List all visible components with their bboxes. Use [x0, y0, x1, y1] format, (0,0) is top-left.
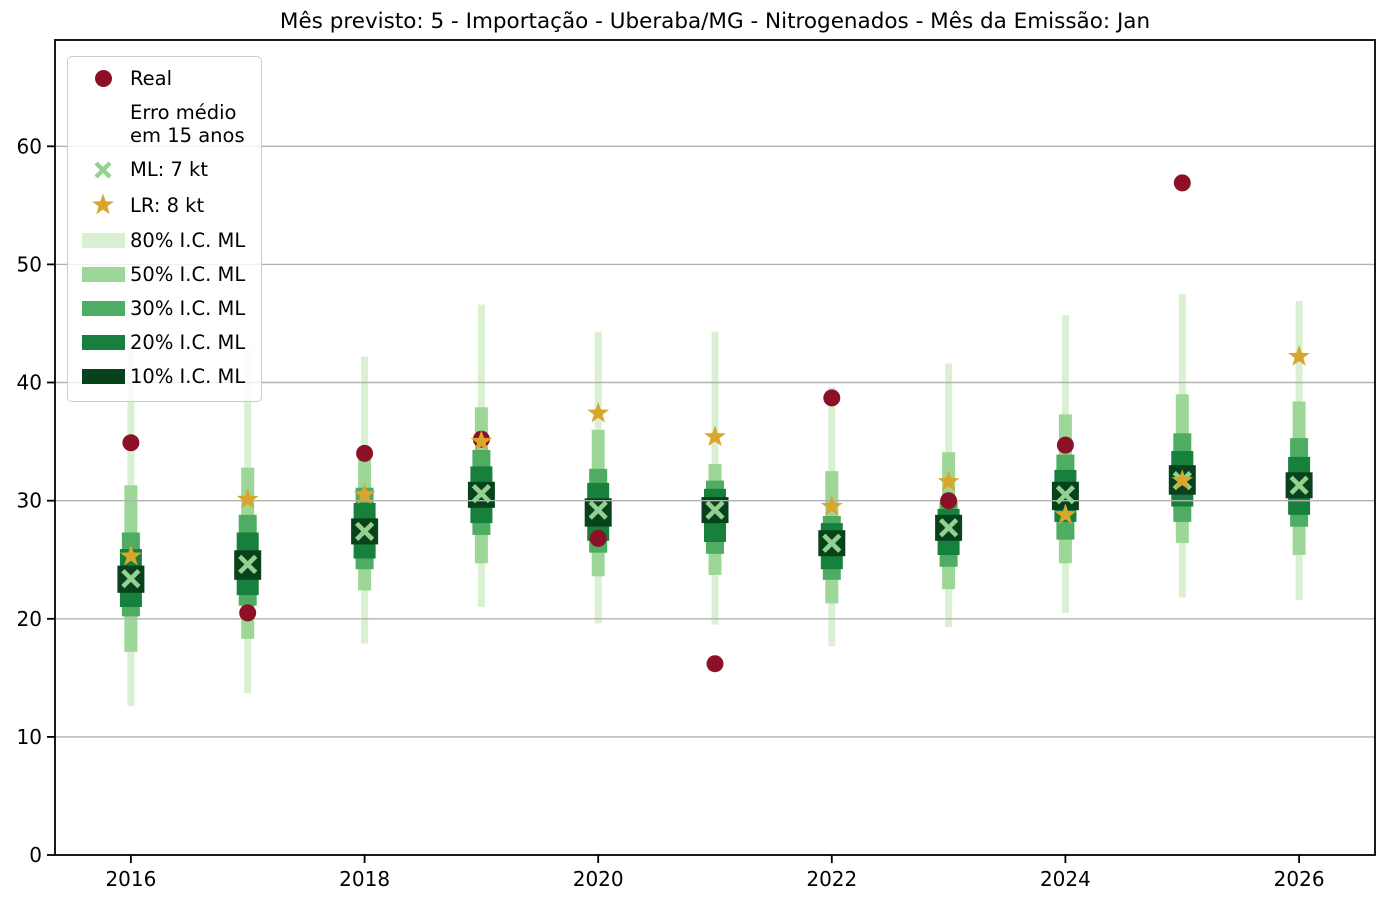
ml-x-marker [588, 500, 608, 520]
ml-x-marker [1055, 485, 1076, 505]
legend-ci-swatch [76, 335, 130, 350]
legend-lr-star-icon [76, 192, 130, 218]
legend-item: 10% I.C. ML [76, 365, 245, 388]
y-axis: 0 10 20 30 40 50 60 [17, 134, 55, 867]
y-tick-label: 0 [29, 843, 42, 867]
lr-star-marker [1288, 345, 1311, 366]
real-dot [122, 434, 140, 452]
legend-item: 20% I.C. ML [76, 331, 245, 354]
legend-item: LR: 8 kt [76, 192, 245, 218]
x-marker-icon [94, 160, 112, 179]
legend-item-label: 80% I.C. ML [130, 229, 246, 252]
lr-star-marker [820, 495, 843, 516]
lr-star-marker [1171, 469, 1194, 490]
lr-star-marker [470, 430, 493, 451]
plot-border [54, 39, 1376, 856]
x-tick-label: 2018 [339, 867, 390, 891]
ci-swatch-icon [81, 369, 125, 384]
x-tick-label: 2022 [806, 867, 857, 891]
ci-swatch-icon [81, 233, 125, 248]
lr-star-marker [704, 425, 726, 447]
real-dot [706, 655, 724, 673]
ci-swatch-icon [81, 267, 125, 282]
real-dot [1056, 436, 1074, 454]
legend-item-label: 50% I.C. ML [130, 263, 246, 286]
real-dot [823, 389, 841, 407]
real-dot [1173, 174, 1191, 192]
real-dot [589, 529, 607, 547]
x-axis: 2016 2018 2020 2022 2024 2026 [105, 855, 1325, 891]
legend-item: Erro médio em 15 anos [76, 101, 245, 147]
ml-x-marker [1289, 475, 1309, 495]
legend-item: ML: 7 kt [76, 158, 245, 181]
lr-star-marker [353, 483, 376, 505]
y-tick-label: 60 [17, 134, 42, 158]
chart-title: Mês previsto: 5 - Importação - Uberaba/M… [279, 9, 1151, 34]
legend-item: 80% I.C. ML [76, 229, 245, 252]
legend-ci-swatch [76, 301, 130, 316]
gridlines [55, 145, 1375, 738]
x-tick-label: 2026 [1274, 867, 1325, 891]
ci-swatch-icon [81, 301, 125, 316]
real-dot [239, 604, 257, 622]
legend-ci-swatch [76, 233, 130, 248]
real-dot [940, 492, 958, 510]
legend-item-label: Erro médio em 15 anos [130, 101, 245, 147]
real-dot-icon [94, 70, 112, 87]
legend-ci-swatch [76, 369, 130, 384]
star-marker-icon [92, 193, 114, 215]
y-tick-label: 30 [17, 489, 42, 513]
legend-item-label: Real [130, 67, 173, 90]
ml-x-marker [938, 518, 959, 538]
legend-real-dot-icon [76, 70, 130, 87]
series-lr [119, 345, 1311, 566]
y-tick-label: 20 [17, 607, 42, 631]
legend-ml-x-icon [76, 159, 130, 181]
chart-legend: Real Erro médio em 15 anos ML: 7 kt LR: 8 k… [67, 56, 263, 402]
x-tick-label: 2016 [105, 867, 156, 891]
legend-item-label: 20% I.C. ML [130, 331, 246, 354]
legend-item-label: ML: 7 kt [130, 158, 208, 181]
legend-item: 30% I.C. ML [76, 297, 245, 320]
ml-x-marker [121, 568, 141, 589]
legend-ci-swatch [76, 267, 130, 282]
legend-item: 50% I.C. ML [76, 263, 245, 286]
ml-x-marker [705, 500, 725, 520]
y-tick-label: 50 [17, 252, 42, 276]
y-tick-label: 40 [17, 371, 42, 395]
legend-item-label: LR: 8 kt [130, 193, 205, 217]
y-tick-label: 10 [17, 725, 42, 749]
ml-x-marker [238, 554, 258, 575]
legend-item: Real [76, 67, 245, 90]
lr-star-marker [937, 470, 960, 492]
lr-star-marker [236, 487, 259, 509]
lr-star-marker [119, 544, 142, 566]
x-tick-label: 2020 [573, 867, 624, 891]
lr-star-marker [587, 401, 610, 423]
real-dot [356, 444, 374, 462]
lr-star-marker [1054, 503, 1077, 525]
legend-item-label: 10% I.C. ML [130, 365, 246, 388]
ml-x-marker [471, 483, 492, 504]
x-tick-label: 2024 [1040, 867, 1091, 891]
legend-item-label: 30% I.C. ML [130, 297, 246, 320]
ci-swatch-icon [81, 335, 125, 350]
series-real [122, 174, 1191, 673]
ml-x-marker [822, 533, 842, 553]
ml-x-marker [354, 521, 375, 542]
